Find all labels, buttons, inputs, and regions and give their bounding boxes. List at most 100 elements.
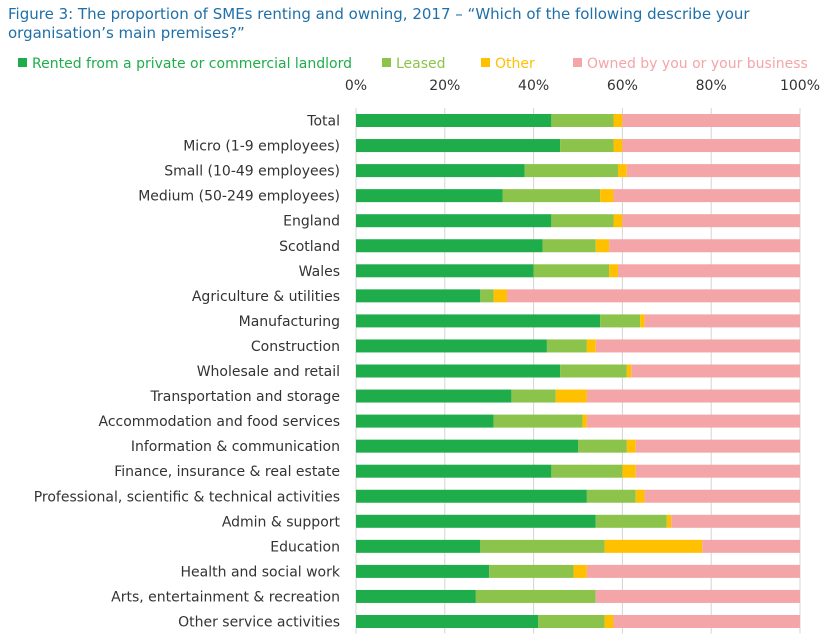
category-label: Total bbox=[306, 114, 340, 130]
bar-segment bbox=[356, 214, 552, 228]
bar-segment bbox=[635, 489, 645, 503]
x-axis-tick-labels: 0% 20% 40% 60% 80% 100% bbox=[345, 78, 820, 94]
bar-segment bbox=[493, 414, 583, 428]
category-label: Wales bbox=[299, 264, 340, 280]
category-label: Small (10-49 employees) bbox=[164, 164, 340, 180]
bar-segment bbox=[595, 239, 610, 253]
bar-segment bbox=[555, 389, 587, 403]
bar-segment bbox=[356, 615, 539, 628]
bar-segment bbox=[595, 514, 667, 528]
bar-segment bbox=[586, 414, 800, 428]
bar-segment bbox=[622, 464, 636, 478]
bar-segment bbox=[511, 389, 556, 403]
bar-segment bbox=[617, 164, 627, 178]
bar-segment bbox=[551, 464, 623, 478]
legend-swatch bbox=[18, 58, 27, 67]
category-label: Professional, scientific & technical act… bbox=[34, 489, 340, 505]
bar-segment bbox=[538, 615, 605, 628]
bar-segment bbox=[480, 539, 605, 553]
figure-title: Figure 3: The proportion of SMEs renting… bbox=[8, 5, 750, 42]
bar-segment bbox=[356, 564, 490, 578]
x-tick-label: 100% bbox=[780, 78, 820, 94]
bar-segment bbox=[356, 364, 561, 378]
bar-segment bbox=[493, 289, 507, 303]
category-label: Other service activities bbox=[178, 615, 340, 631]
category-labels: Total Micro (1-9 employees) Small (10-49 e… bbox=[34, 114, 341, 631]
bar-segment bbox=[617, 264, 800, 278]
bar-segment bbox=[506, 289, 800, 303]
legend-swatch bbox=[481, 58, 490, 67]
bar-segment bbox=[671, 514, 800, 528]
bar-segment bbox=[489, 564, 574, 578]
category-label: Admin & support bbox=[222, 514, 341, 530]
bar-segment bbox=[356, 164, 525, 178]
bar-segment bbox=[356, 439, 578, 453]
bar-segment bbox=[480, 289, 494, 303]
category-label: Information & communication bbox=[131, 439, 340, 455]
legend-swatch bbox=[382, 58, 391, 67]
bar-segment bbox=[586, 389, 800, 403]
bar-segment bbox=[356, 339, 547, 353]
bar-segment bbox=[356, 264, 534, 278]
bar-segment bbox=[582, 414, 587, 428]
bar-segment bbox=[626, 364, 632, 378]
bar-segment bbox=[613, 139, 623, 153]
category-label: Micro (1-9 employees) bbox=[183, 139, 340, 155]
bar-segment bbox=[613, 615, 800, 628]
bar-segment bbox=[631, 364, 800, 378]
bars bbox=[356, 114, 800, 628]
bar-segment bbox=[560, 364, 627, 378]
bar-segment bbox=[644, 489, 800, 503]
bar-segment bbox=[640, 314, 645, 328]
bar-segment bbox=[475, 589, 596, 603]
category-label: Construction bbox=[251, 339, 340, 355]
bar-segment bbox=[502, 189, 601, 203]
bar-segment bbox=[613, 189, 800, 203]
x-tick-label: 40% bbox=[518, 78, 549, 94]
bar-segment bbox=[542, 239, 596, 253]
bar-segment bbox=[356, 414, 494, 428]
category-label: Finance, insurance & real estate bbox=[114, 464, 340, 480]
bar-segment bbox=[356, 314, 601, 328]
bar-segment bbox=[702, 539, 800, 553]
bar-segment bbox=[666, 514, 672, 528]
category-label: Accommodation and food services bbox=[99, 414, 341, 430]
x-tick-label: 20% bbox=[429, 78, 460, 94]
bar-segment bbox=[635, 439, 800, 453]
x-tick-label: 60% bbox=[607, 78, 638, 94]
bar-segment bbox=[626, 439, 636, 453]
bar-segment bbox=[586, 489, 636, 503]
bar-segment bbox=[533, 264, 610, 278]
bar-segment bbox=[635, 464, 800, 478]
bar-segment bbox=[626, 164, 800, 178]
legend-label: Rented from a private or commercial land… bbox=[32, 56, 352, 72]
bar-segment bbox=[622, 139, 800, 153]
bar-segment bbox=[600, 189, 614, 203]
bar-segment bbox=[586, 564, 800, 578]
bar-segment bbox=[622, 214, 800, 228]
x-tick-label: 0% bbox=[345, 78, 367, 94]
bar-segment bbox=[609, 264, 618, 278]
bar-segment bbox=[644, 314, 800, 328]
bar-segment bbox=[578, 439, 627, 453]
bar-segment bbox=[356, 539, 481, 553]
category-label: Medium (50-249 employees) bbox=[138, 189, 340, 205]
category-label: Wholesale and retail bbox=[197, 364, 340, 380]
bar-segment bbox=[551, 114, 614, 127]
bar-segment bbox=[356, 289, 481, 303]
category-label: Education bbox=[270, 539, 340, 555]
legend-label: Owned by you or your business bbox=[587, 56, 808, 72]
bar-segment bbox=[356, 464, 552, 478]
bar-segment bbox=[560, 139, 614, 153]
legend-label: Other bbox=[495, 56, 535, 72]
bar-segment bbox=[551, 214, 614, 228]
bar-segment bbox=[356, 589, 476, 603]
category-label: Manufacturing bbox=[239, 314, 340, 330]
bar-segment bbox=[604, 615, 614, 628]
bar-segment bbox=[356, 514, 596, 528]
legend-swatch bbox=[573, 58, 582, 67]
bar-segment bbox=[613, 214, 623, 228]
category-label: Transportation and storage bbox=[149, 389, 340, 405]
bar-segment bbox=[573, 564, 587, 578]
